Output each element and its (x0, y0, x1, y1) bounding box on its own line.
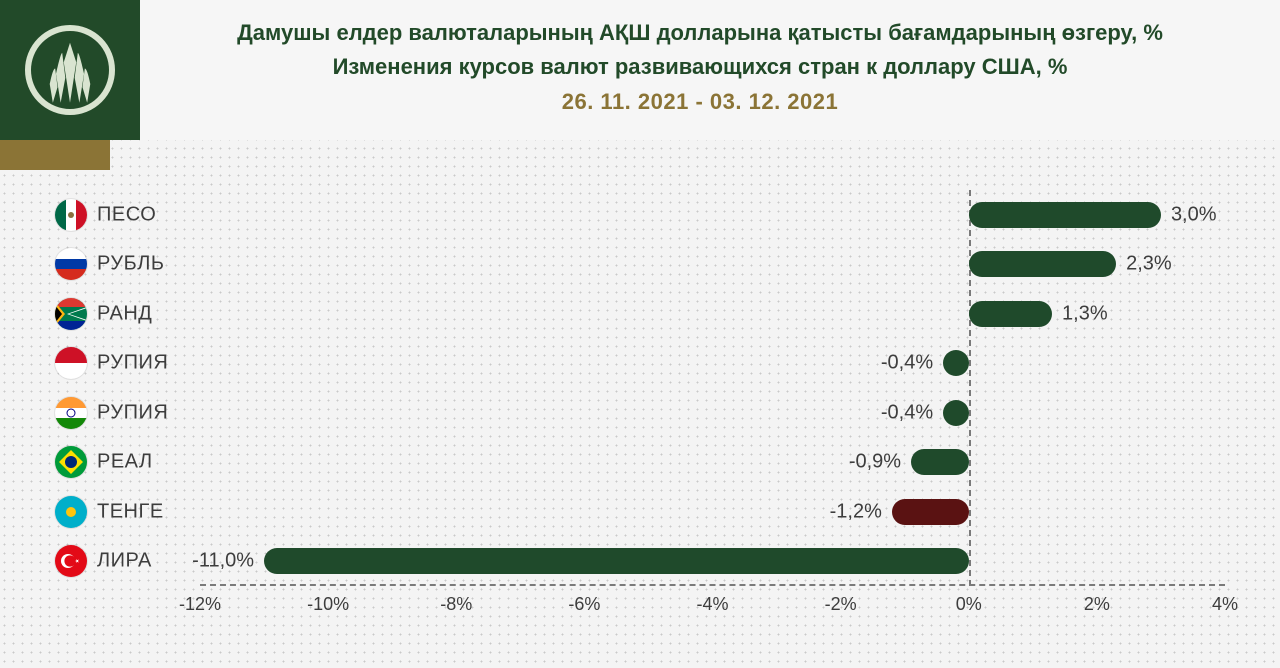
chart-row: РУБЛЬ2,3% (200, 240, 1225, 290)
x-axis-tick: 0% (956, 594, 982, 615)
flag-icon (55, 496, 87, 528)
chart-value-label: 3,0% (1171, 203, 1217, 226)
chart-value-label: 2,3% (1126, 253, 1172, 276)
chart-bar (911, 449, 969, 475)
chart-row: РАНД1,3% (200, 289, 1225, 339)
flag-icon (55, 545, 87, 577)
chart-plot-area: ПЕСО3,0%РУБЛЬ2,3%РАНД1,3%РУПИЯ-0,4%РУПИЯ… (200, 190, 1225, 586)
flag-icon (55, 248, 87, 280)
accent-bar (0, 140, 110, 170)
chart-bar (969, 301, 1052, 327)
logo-svg (31, 31, 109, 109)
chart-bar (264, 548, 969, 574)
flag-icon (55, 347, 87, 379)
title-kk: Дамушы елдер валюталарының АҚШ долларына… (160, 18, 1240, 48)
chart-value-label: 1,3% (1062, 302, 1108, 325)
chart-bar (892, 499, 969, 525)
flag-icon (55, 199, 87, 231)
chart-row: РУПИЯ-0,4% (200, 339, 1225, 389)
currency-label: РУБЛЬ (97, 253, 164, 276)
x-axis-tick: -8% (440, 594, 472, 615)
chart-row: РУПИЯ-0,4% (200, 388, 1225, 438)
flag-icon (55, 446, 87, 478)
chart-x-axis: -12%-10%-8%-6%-4%-2%0%2%4% (200, 586, 1225, 626)
x-axis-tick: 4% (1212, 594, 1238, 615)
currency-label: РЕАЛ (97, 451, 153, 474)
x-axis-tick: -10% (307, 594, 349, 615)
chart-bar (969, 202, 1161, 228)
chart-value-label: -11,0% (192, 550, 254, 573)
header-titles: Дамушы елдер валюталарының АҚШ долларына… (160, 18, 1240, 117)
page: Дамушы елдер валюталарының АҚШ долларына… (0, 0, 1280, 668)
currency-label: РУПИЯ (97, 401, 168, 424)
flag-icon (55, 298, 87, 330)
currency-label: РАНД (97, 302, 152, 325)
chart-row: РЕАЛ-0,9% (200, 438, 1225, 488)
chart-bar (943, 350, 969, 376)
x-axis-tick: -6% (568, 594, 600, 615)
chart-row: ПЕСО3,0% (200, 190, 1225, 240)
currency-label: ПЕСО (97, 203, 156, 226)
currency-label: ЛИРА (97, 550, 152, 573)
logo-panel (0, 0, 140, 140)
chart-value-label: -1,2% (830, 500, 882, 523)
flag-icon (55, 397, 87, 429)
chart-value-label: -0,4% (881, 401, 933, 424)
logo-emblem-icon (25, 25, 115, 115)
currency-label: ТЕНГЕ (97, 500, 164, 523)
chart-value-label: -0,4% (881, 352, 933, 375)
currency-chart: ПЕСО3,0%РУБЛЬ2,3%РАНД1,3%РУПИЯ-0,4%РУПИЯ… (55, 190, 1225, 626)
chart-bar (969, 251, 1116, 277)
chart-value-label: -0,9% (849, 451, 901, 474)
x-axis-tick: -4% (696, 594, 728, 615)
x-axis-tick: 2% (1084, 594, 1110, 615)
title-date-range: 26. 11. 2021 - 03. 12. 2021 (160, 87, 1240, 117)
chart-bar (943, 400, 969, 426)
x-axis-tick: -12% (179, 594, 221, 615)
currency-label: РУПИЯ (97, 352, 168, 375)
x-axis-tick: -2% (825, 594, 857, 615)
chart-row: ТЕНГЕ-1,2% (200, 487, 1225, 537)
chart-row: ЛИРА-11,0% (200, 537, 1225, 587)
title-ru: Изменения курсов валют развивающихся стр… (160, 52, 1240, 82)
